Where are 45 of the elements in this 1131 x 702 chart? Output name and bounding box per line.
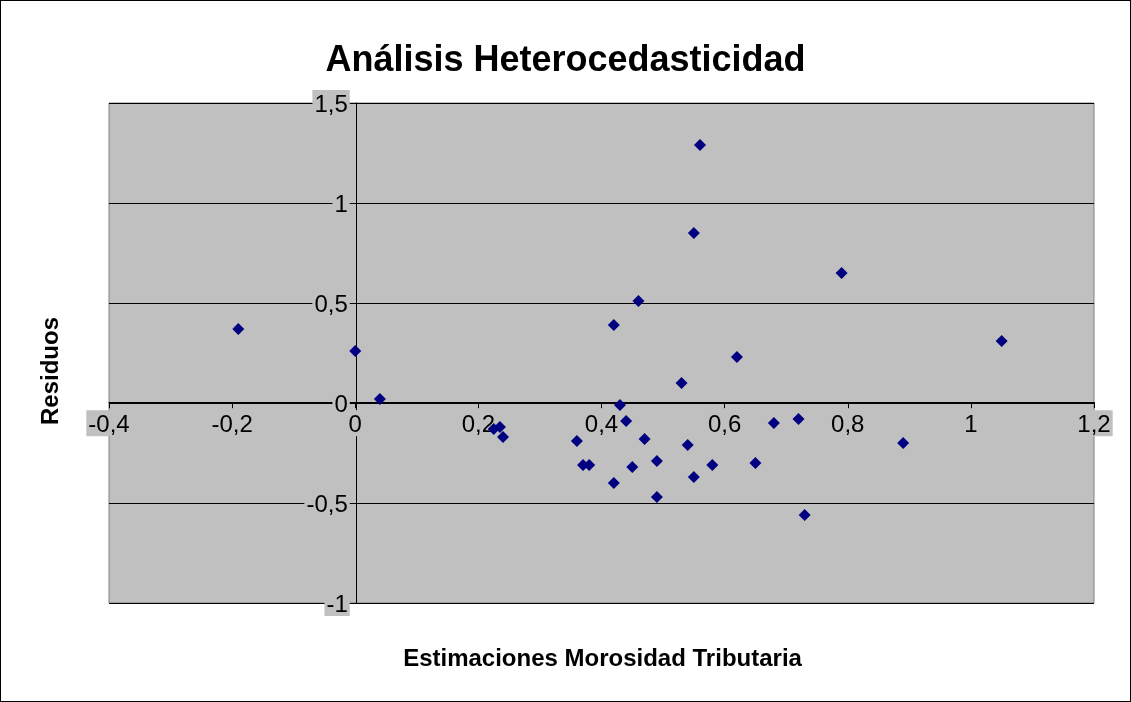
- point: [792, 413, 805, 425]
- point: [607, 477, 620, 489]
- point: [681, 439, 694, 451]
- point: [650, 455, 663, 467]
- point: [349, 345, 362, 357]
- x-tick-label: 0,2: [461, 409, 496, 437]
- x-tick-label: 0,8: [831, 409, 865, 437]
- y-tick-label: -0,5: [306, 489, 348, 517]
- y-tick-label: -1: [326, 589, 348, 617]
- point: [607, 319, 620, 331]
- x-tick-label: -0,2: [211, 409, 253, 437]
- y-tick-label: 1,5: [314, 89, 348, 117]
- x-tick-label: -0,4: [88, 409, 130, 437]
- x-tick-label: 1: [964, 409, 978, 437]
- point: [675, 377, 688, 389]
- y-tick-label: 0,5: [314, 289, 348, 317]
- point: [632, 295, 645, 307]
- point: [232, 323, 245, 335]
- point: [570, 435, 583, 447]
- y-axis-title: Residuos: [35, 316, 63, 425]
- point: [730, 351, 743, 363]
- point: [706, 459, 719, 471]
- point: [767, 417, 780, 429]
- y-tick-label: 0: [334, 389, 348, 417]
- point: [835, 267, 848, 279]
- point: [626, 461, 639, 473]
- point: [694, 139, 706, 151]
- point: [650, 491, 663, 503]
- x-tick-label: 0,4: [584, 409, 619, 437]
- point: [798, 509, 811, 521]
- point: [687, 471, 700, 483]
- point: [687, 227, 700, 239]
- point: [995, 335, 1008, 347]
- x-tick-label: 0,6: [707, 409, 742, 437]
- x-tick-label: 1,2: [1077, 409, 1111, 437]
- point: [620, 415, 633, 427]
- point: [373, 393, 386, 405]
- point: [749, 457, 762, 469]
- point: [613, 399, 626, 411]
- x-axis-title: Estimaciones Morosidad Tributaria: [403, 643, 803, 671]
- chart-title: Análisis Heterocedasticidad: [325, 37, 806, 79]
- point: [497, 431, 509, 443]
- y-tick-label: 1: [334, 189, 348, 217]
- point: [897, 437, 910, 449]
- point: [638, 433, 651, 445]
